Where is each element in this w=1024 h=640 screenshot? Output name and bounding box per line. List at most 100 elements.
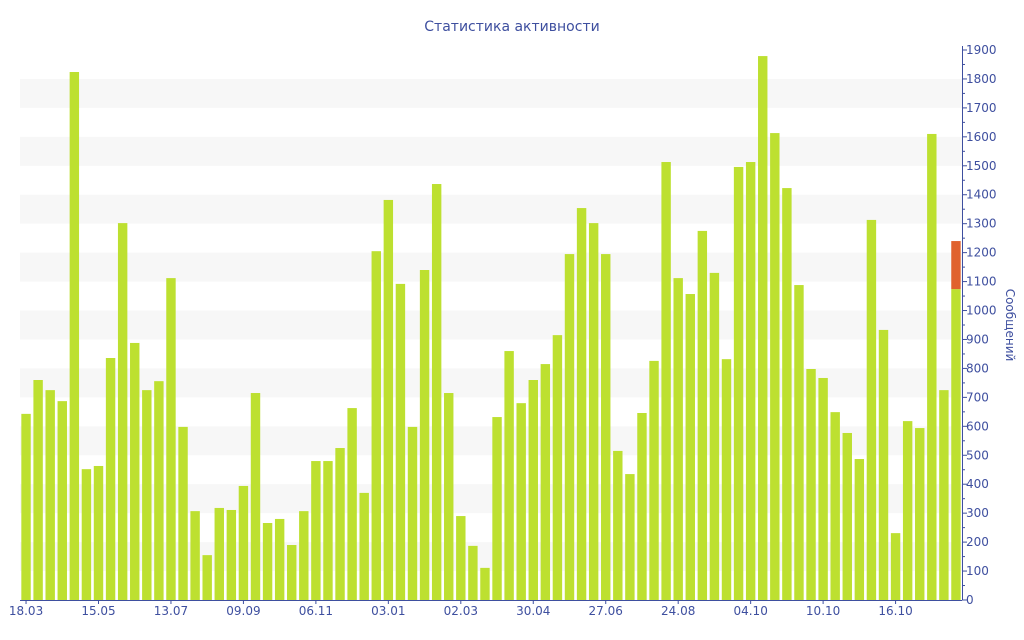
y-tick-label: 400 (966, 477, 989, 491)
bar[interactable] (130, 342, 140, 600)
bar[interactable] (21, 413, 31, 600)
bar[interactable] (105, 358, 116, 600)
bar[interactable] (576, 208, 587, 601)
grid-band (20, 426, 962, 456)
y-tick-label: 1900 (966, 43, 997, 57)
bar[interactable] (311, 461, 321, 600)
bar[interactable] (190, 511, 200, 600)
bar[interactable] (371, 251, 381, 600)
bar[interactable] (419, 270, 430, 600)
bar[interactable] (661, 162, 671, 601)
bar[interactable] (504, 351, 514, 600)
bar[interactable] (830, 412, 840, 600)
y-axis: 0 100 200 300 400 500 600 700 800 900 1000 1100 1200… (962, 43, 997, 607)
bar[interactable] (806, 369, 816, 600)
grid-band (20, 136, 962, 166)
bar[interactable] (57, 401, 67, 600)
bar[interactable] (81, 469, 92, 600)
bar[interactable] (202, 555, 212, 600)
bar[interactable] (564, 254, 575, 600)
bar[interactable] (214, 507, 224, 600)
y-tick-label: 600 (966, 419, 989, 433)
bar[interactable] (323, 461, 333, 600)
bar[interactable] (927, 133, 937, 600)
bar[interactable] (456, 516, 466, 600)
bar[interactable] (552, 335, 563, 600)
bar[interactable] (758, 56, 768, 600)
bar[interactable] (383, 199, 394, 600)
y-tick-label: 200 (966, 535, 989, 549)
bar[interactable] (516, 403, 526, 600)
bar[interactable] (250, 393, 261, 600)
bar[interactable] (601, 254, 611, 600)
bar[interactable] (347, 408, 357, 600)
bar[interactable] (878, 329, 889, 600)
bar[interactable] (444, 393, 454, 600)
bar[interactable] (480, 567, 490, 600)
bar[interactable] (673, 278, 683, 600)
bar[interactable] (951, 289, 961, 600)
bar[interactable] (468, 545, 478, 600)
bar[interactable] (733, 166, 744, 600)
bar[interactable] (93, 465, 104, 600)
grid-bands (20, 78, 962, 572)
bar-segment-extra[interactable] (951, 241, 961, 290)
grid-band (20, 542, 962, 572)
bar[interactable] (902, 421, 913, 600)
bar[interactable] (178, 426, 188, 600)
bar[interactable] (842, 432, 852, 600)
grid-band (20, 368, 962, 398)
bar[interactable] (540, 364, 551, 600)
bar[interactable] (721, 359, 732, 600)
bar[interactable] (697, 230, 708, 600)
y-tick-label: 1700 (966, 101, 997, 115)
y-tick-label: 100 (966, 564, 989, 578)
bar[interactable] (299, 511, 309, 600)
bar[interactable] (782, 188, 792, 600)
bar[interactable] (45, 390, 55, 600)
bar[interactable] (613, 450, 623, 600)
grid-band (20, 252, 962, 282)
bar[interactable] (117, 223, 128, 600)
bar[interactable] (154, 381, 164, 600)
grid-band (20, 484, 962, 514)
bar[interactable] (818, 377, 828, 600)
bar[interactable] (915, 428, 925, 600)
bar[interactable] (142, 390, 152, 600)
bar[interactable] (625, 474, 635, 600)
bar[interactable] (33, 380, 43, 600)
y-tick-label: 500 (966, 448, 989, 462)
bar[interactable] (588, 223, 599, 600)
bar[interactable] (226, 509, 237, 600)
bar[interactable] (431, 184, 442, 601)
x-tick-label: 09.09 (226, 604, 260, 618)
bar[interactable] (274, 518, 285, 600)
bar[interactable] (359, 492, 369, 600)
y-tick-label: 1100 (966, 275, 997, 289)
bar[interactable] (287, 545, 297, 600)
bar[interactable] (770, 133, 780, 600)
bar[interactable] (528, 380, 538, 600)
bar[interactable] (166, 278, 176, 600)
bar[interactable] (262, 523, 273, 600)
bar[interactable] (866, 219, 877, 600)
bar[interactable] (854, 459, 865, 600)
bar[interactable] (238, 485, 249, 600)
bar[interactable] (794, 285, 804, 600)
x-axis: 18.03 15.05 13.07 09.09 06.11 03.01 02.03 30.04… (9, 600, 962, 618)
bar[interactable] (407, 426, 418, 600)
bar[interactable] (637, 413, 647, 600)
x-tick-label: 15.05 (81, 604, 115, 618)
bar[interactable] (69, 72, 80, 600)
bar[interactable] (685, 294, 695, 600)
bar[interactable] (649, 360, 659, 600)
bar[interactable] (335, 448, 345, 600)
y-tick-label: 0 (966, 593, 974, 607)
bar[interactable] (890, 533, 901, 600)
bar[interactable] (939, 390, 949, 600)
bar[interactable] (745, 162, 756, 601)
bar[interactable] (709, 272, 720, 600)
bar[interactable] (492, 417, 502, 600)
chart-title: Статистика активности (424, 19, 599, 35)
bar[interactable] (395, 283, 406, 600)
